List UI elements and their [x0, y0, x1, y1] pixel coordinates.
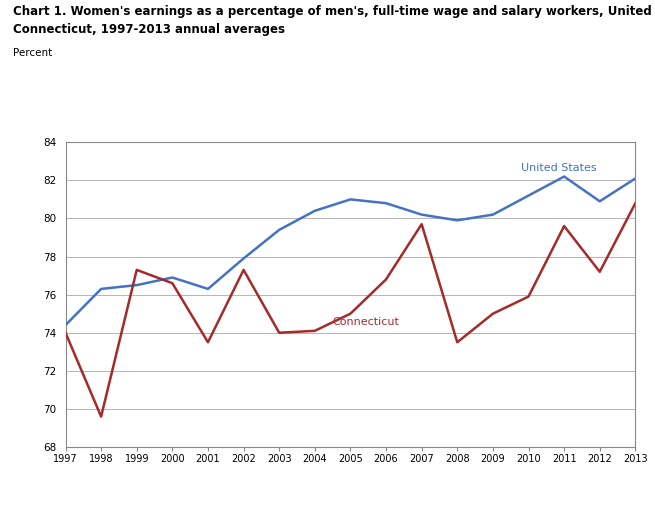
Text: Connecticut, 1997-2013 annual averages: Connecticut, 1997-2013 annual averages [13, 23, 285, 36]
Text: Percent: Percent [13, 48, 52, 58]
Text: Chart 1. Women's earnings as a percentage of men's, full-time wage and salary wo: Chart 1. Women's earnings as a percentag… [13, 5, 655, 18]
Text: United States: United States [521, 163, 597, 173]
Text: Connecticut: Connecticut [333, 317, 400, 327]
